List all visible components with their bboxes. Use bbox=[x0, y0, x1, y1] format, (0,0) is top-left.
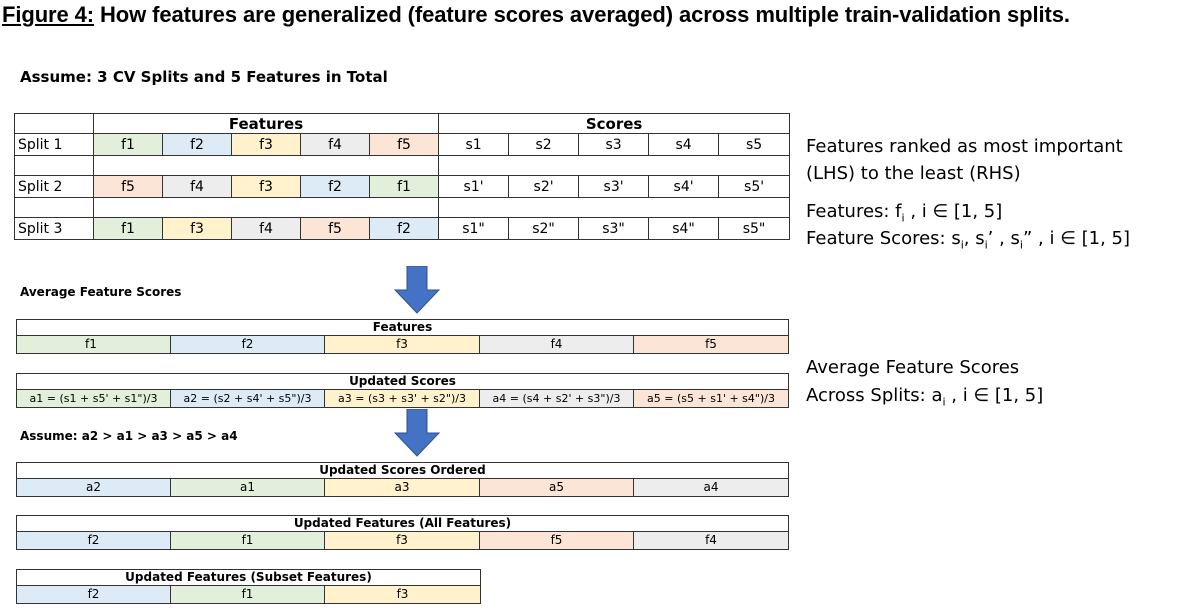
split-1-label: Split 1 bbox=[14, 133, 94, 156]
ordered-score-cell: a5 bbox=[480, 479, 634, 496]
split-3-feature: f5 bbox=[300, 217, 370, 240]
split-2-feature: f4 bbox=[162, 175, 232, 198]
all-features-cell: f2 bbox=[17, 532, 171, 549]
ordered-score-cell: a1 bbox=[171, 479, 325, 496]
all-features-header: Updated Features (All Features) bbox=[17, 516, 788, 532]
updated-scores-header: Updated Scores bbox=[17, 374, 788, 390]
updated-score-formula: a1 = (s1 + s5' + s1")/3 bbox=[17, 390, 171, 407]
features-strip-cell: f3 bbox=[325, 336, 480, 353]
average-scores-note-line1: Average Feature Scores bbox=[806, 357, 1020, 378]
split-2-score: s5' bbox=[718, 175, 791, 198]
figure-caption: How features are generalized (feature sc… bbox=[94, 2, 1070, 27]
updated-score-formula: a2 = (s2 + s4' + s5")/3 bbox=[171, 390, 325, 407]
scores-definition: Feature Scores: si, si’ , si” , i ∈ [1, … bbox=[806, 228, 1130, 252]
split-1-feature: f3 bbox=[231, 133, 301, 156]
split-3-feature: f2 bbox=[368, 217, 440, 240]
row-gap bbox=[14, 155, 94, 176]
split-2-score: s1' bbox=[438, 175, 510, 198]
split-2-feature: f3 bbox=[231, 175, 301, 198]
split-2-score: s4' bbox=[648, 175, 720, 198]
ranked-note-line2: (LHS) to the least (RHS) bbox=[806, 163, 1021, 184]
all-features-cell: f1 bbox=[171, 532, 325, 549]
features-header: Features bbox=[92, 113, 440, 134]
split-1-feature: f4 bbox=[300, 133, 370, 156]
updated-score-formula: a5 = (s5 + s1' + s4")/3 bbox=[634, 390, 788, 407]
subset-features-strip: Updated Features (Subset Features) f2 f1… bbox=[16, 569, 481, 604]
split-1-feature: f2 bbox=[162, 133, 232, 156]
split-1-score: s2 bbox=[508, 133, 580, 156]
all-features-cell: f4 bbox=[634, 532, 788, 549]
average-scores-definition: Across Splits: ai , i ∈ [1, 5] bbox=[806, 385, 1044, 409]
table-corner bbox=[14, 113, 94, 134]
split-3-feature: f4 bbox=[231, 217, 301, 240]
subset-features-cell: f1 bbox=[171, 586, 325, 603]
split-3-score: s3" bbox=[578, 217, 650, 240]
all-features-strip: Updated Features (All Features) f2 f1 f3… bbox=[16, 515, 789, 550]
all-features-cell: f3 bbox=[325, 532, 480, 549]
split-2-score: s2' bbox=[508, 175, 580, 198]
updated-score-formula: a3 = (s3 + s3' + s2")/3 bbox=[325, 390, 480, 407]
split-1-score: s3 bbox=[578, 133, 650, 156]
features-strip: Features f1 f2 f3 f4 f5 bbox=[16, 319, 789, 354]
split-3-feature: f1 bbox=[93, 217, 163, 240]
split-3-score: s4" bbox=[648, 217, 720, 240]
split-1-score: s1 bbox=[438, 133, 510, 156]
row-gap bbox=[438, 197, 791, 218]
splits-table: Features Scores Split 1 f1 f2 f3 f4 f5 s… bbox=[14, 113, 791, 240]
figure-title: Figure 4: How features are generalized (… bbox=[2, 2, 1070, 28]
split-2-label: Split 2 bbox=[14, 175, 94, 198]
split-3-score: s2" bbox=[508, 217, 580, 240]
assumption-order: Assume: a2 > a1 > a3 > a5 > a4 bbox=[20, 429, 238, 443]
row-gap bbox=[92, 197, 440, 218]
figure-label: Figure 4: bbox=[2, 2, 94, 27]
down-arrow-icon bbox=[394, 266, 440, 314]
features-strip-cell: f1 bbox=[17, 336, 171, 353]
split-3-score: s1" bbox=[438, 217, 510, 240]
ranked-note-line1: Features ranked as most important bbox=[806, 136, 1123, 157]
split-1-score: s4 bbox=[648, 133, 720, 156]
subset-features-cell: f3 bbox=[325, 586, 480, 603]
scores-header: Scores bbox=[438, 113, 791, 134]
down-arrow-icon bbox=[394, 409, 440, 457]
split-3-label: Split 3 bbox=[14, 217, 94, 240]
features-definition: Features: fi , i ∈ [1, 5] bbox=[806, 201, 1003, 225]
split-1-feature: f5 bbox=[368, 133, 440, 156]
features-strip-header: Features bbox=[17, 320, 788, 336]
features-strip-cell: f5 bbox=[634, 336, 788, 353]
split-2-feature: f5 bbox=[93, 175, 163, 198]
updated-scores-strip: Updated Scores a1 = (s1 + s5' + s1")/3 a… bbox=[16, 373, 789, 408]
split-2-score: s3' bbox=[578, 175, 650, 198]
updated-score-formula: a4 = (s4 + s2' + s3")/3 bbox=[480, 390, 634, 407]
ordered-scores-header: Updated Scores Ordered bbox=[17, 463, 788, 479]
subset-features-cell: f2 bbox=[17, 586, 171, 603]
row-gap bbox=[14, 197, 94, 218]
ordered-scores-strip: Updated Scores Ordered a2 a1 a3 a5 a4 bbox=[16, 462, 789, 497]
split-3-feature: f3 bbox=[162, 217, 232, 240]
features-strip-cell: f2 bbox=[171, 336, 325, 353]
split-1-score: s5 bbox=[718, 133, 791, 156]
row-gap bbox=[438, 155, 791, 176]
features-strip-cell: f4 bbox=[480, 336, 634, 353]
subset-features-header: Updated Features (Subset Features) bbox=[17, 570, 480, 586]
split-3-score: s5" bbox=[718, 217, 791, 240]
average-feature-scores-title: Average Feature Scores bbox=[20, 285, 182, 299]
assumption-splits-features: Assume: 3 CV Splits and 5 Features in To… bbox=[20, 68, 388, 86]
split-1-feature: f1 bbox=[93, 133, 163, 156]
split-2-feature: f2 bbox=[300, 175, 370, 198]
row-gap bbox=[92, 155, 440, 176]
split-2-feature: f1 bbox=[368, 175, 440, 198]
ordered-score-cell: a2 bbox=[17, 479, 171, 496]
all-features-cell: f5 bbox=[480, 532, 634, 549]
ordered-score-cell: a3 bbox=[325, 479, 480, 496]
ordered-score-cell: a4 bbox=[634, 479, 788, 496]
